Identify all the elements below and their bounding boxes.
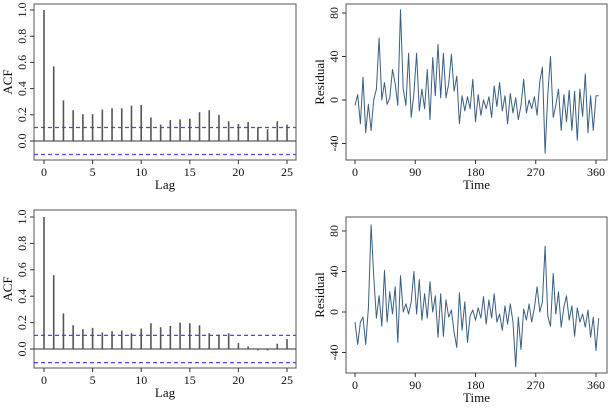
y-tick-label: 0 (327, 97, 341, 103)
x-tick-label: 0 (41, 373, 47, 387)
plot-frame (345, 3, 608, 161)
x-tick-label: 15 (184, 165, 196, 179)
x-tick-label: 90 (409, 378, 421, 392)
x-axis-label: Lag (155, 385, 176, 400)
x-tick-label: 270 (527, 165, 545, 179)
x-tick-label: 10 (135, 165, 147, 179)
x-tick-label: 180 (467, 165, 485, 179)
x-tick-label: 5 (90, 165, 96, 179)
x-tick-label: 5 (90, 373, 96, 387)
y-tick-label: 0.4 (15, 81, 29, 96)
y-tick-label: -40 (327, 136, 341, 152)
x-tick-label: 20 (232, 165, 244, 179)
x-tick-label: 0 (41, 165, 47, 179)
x-tick-label: 25 (281, 165, 293, 179)
x-tick-label: 360 (587, 165, 605, 179)
y-tick-label: 1.0 (15, 210, 29, 225)
residual-series-line (354, 9, 599, 154)
panel-bottom-left: 0 5 10 15 20 25 0.0 0.2 0.4 0.6 0.8 1.0 Lag ACF (0, 209, 297, 400)
residual-series-line (354, 224, 600, 368)
y-tick-label: 0.2 (15, 315, 29, 330)
y-axis-label: Residual (312, 272, 327, 318)
y-tick-label: 40 (327, 266, 341, 278)
y-tick-label: 0.6 (15, 262, 29, 277)
x-tick-label: 20 (232, 373, 244, 387)
plot-frame (33, 209, 297, 369)
x-axis-label: Time (463, 390, 490, 405)
y-tick-label: 0 (327, 309, 341, 315)
y-tick-label: 40 (327, 51, 341, 63)
y-tick-label: 0.2 (15, 107, 29, 122)
panel-bottom-right: 0 90 180 270 360 -40 0 40 80 Time Residual (312, 216, 608, 405)
plot-frame (33, 3, 297, 161)
y-tick-label: 80 (327, 7, 341, 19)
y-axis-label: Residual (312, 59, 327, 105)
x-tick-label: 180 (467, 378, 485, 392)
x-tick-label: 270 (527, 378, 545, 392)
y-axis-label: ACF (0, 276, 15, 301)
plot-frame (345, 216, 608, 374)
x-tick-label: 0 (352, 378, 358, 392)
x-axis-label: Lag (155, 177, 176, 192)
y-tick-label: 1.0 (15, 3, 29, 18)
y-tick-label: 0.8 (15, 236, 29, 251)
x-tick-label: 15 (184, 373, 196, 387)
y-axis-label: ACF (0, 69, 15, 94)
y-tick-label: 80 (327, 225, 341, 237)
y-tick-label: 0.0 (15, 134, 29, 149)
panel-top-right: 0 90 180 270 360 -40 0 40 80 Time Residual (312, 3, 608, 192)
y-tick-label: 0.0 (15, 342, 29, 357)
x-tick-label: 10 (135, 373, 147, 387)
x-tick-label: 25 (281, 373, 293, 387)
x-tick-label: 360 (587, 378, 605, 392)
x-tick-label: 90 (409, 165, 421, 179)
y-tick-label: 0.8 (15, 29, 29, 44)
y-tick-label: 0.4 (15, 289, 29, 304)
x-axis-label: Time (463, 177, 490, 192)
y-tick-label: -40 (327, 345, 341, 361)
x-tick-label: 0 (352, 165, 358, 179)
y-tick-label: 0.6 (15, 55, 29, 70)
panel-top-left: 0 5 10 15 20 25 0.0 0.2 0.4 0.6 0.8 1.0 Lag ACF (0, 3, 297, 192)
